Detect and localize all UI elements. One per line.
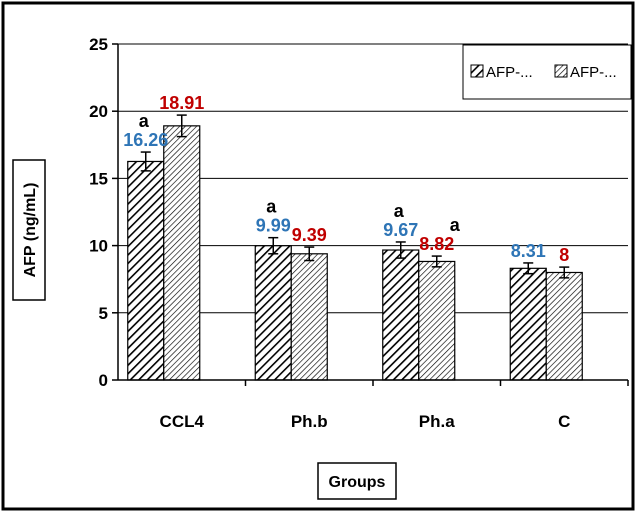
data-label-Ph.b-series-1: 9.99 [256, 216, 291, 236]
legend-swatch-series-2 [554, 64, 568, 78]
legend-label-series-1: AFP-... [486, 64, 533, 81]
significance-label-2: a [266, 197, 277, 217]
axes [112, 43, 629, 386]
x-tick-label-Ph.a: Ph.a [419, 412, 455, 431]
data-label-C-series-2: 8 [559, 245, 569, 265]
bar-Ph.b-series-2 [290, 253, 328, 381]
labels: 0 5 10 15 20 25 CCL4 16.26 18.91 Ph.b 9.99 9.39 Ph.a… [89, 35, 570, 431]
data-label-CCL4-series-2: 18.91 [159, 93, 204, 113]
x-tick-label-C: C [558, 412, 570, 431]
y-axis-title: AFP (ng/mL) [22, 183, 39, 278]
x-tick-label-CCL4: CCL4 [160, 412, 205, 431]
data-label-C-series-1: 8.31 [511, 241, 546, 261]
x-tick-label-Ph.b: Ph.b [291, 412, 328, 431]
legend-swatch-series-1 [470, 64, 484, 78]
data-label-Ph.a-series-2: 8.82 [419, 234, 454, 254]
y-tick-label-10: 10 [89, 237, 108, 256]
bar-Ph.a-series-2 [418, 260, 456, 381]
y-tick-label-0: 0 [99, 371, 108, 390]
x-axis-title-box: Groups [317, 462, 397, 500]
bar-C-series-2 [545, 271, 583, 381]
x-axis-title: Groups [329, 474, 386, 491]
bars [127, 114, 583, 381]
y-tick-label-20: 20 [89, 102, 108, 121]
y-tick-label-25: 25 [89, 35, 108, 54]
legend: AFP-... AFP-... [462, 44, 632, 100]
y-axis-title-box: AFP (ng/mL) [12, 159, 46, 301]
data-label-Ph.a-series-1: 9.67 [383, 220, 418, 240]
y-tick-label-15: 15 [89, 169, 108, 188]
data-label-CCL4-series-1: 16.26 [123, 130, 168, 150]
bar-CCL4-series-2 [163, 125, 201, 381]
y-tick-label-5: 5 [99, 304, 108, 323]
significance-label-4: a [450, 215, 461, 235]
significance-label-3: a [394, 201, 405, 221]
bar-C-series-1 [509, 267, 547, 381]
significance-label-1: a [139, 111, 150, 131]
bar-CCL4-series-1 [127, 160, 165, 381]
legend-label-series-2: AFP-... [570, 64, 617, 81]
bar-Ph.b-series-1 [254, 245, 292, 381]
bar-Ph.a-series-1 [382, 249, 420, 381]
data-label-Ph.b-series-2: 9.39 [292, 225, 327, 245]
